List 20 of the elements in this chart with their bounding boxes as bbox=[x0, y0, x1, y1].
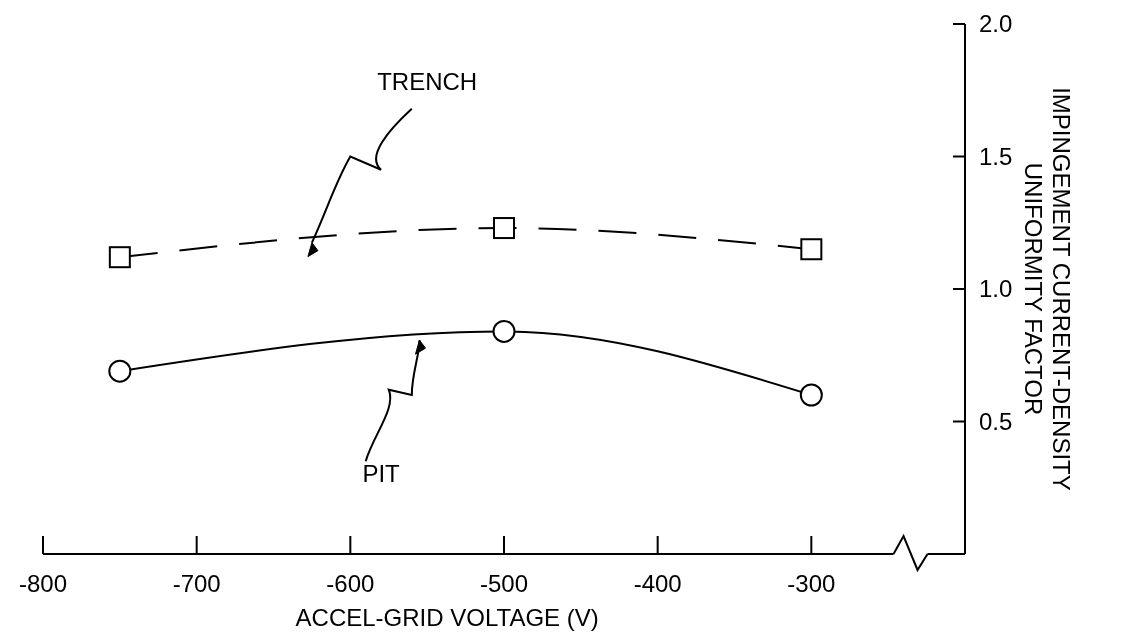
x-tick-label: -700 bbox=[172, 570, 221, 597]
x-tick-label: -600 bbox=[326, 570, 375, 597]
point bbox=[799, 383, 823, 407]
x-tick-label: -400 bbox=[633, 570, 682, 597]
x-tick-label: -800 bbox=[18, 570, 68, 597]
y-tick-label: 0.5 bbox=[979, 407, 1013, 435]
point bbox=[800, 238, 823, 261]
point bbox=[493, 217, 515, 240]
x-axis-title: ACCEL-GRID VOLTAGE (V) bbox=[295, 604, 599, 631]
x-tick-label: -300 bbox=[787, 570, 836, 597]
point bbox=[492, 319, 516, 343]
y-axis-title: IMPINGEMENT CURRENT-DENSITY UNIFORMITY FACTOR bbox=[1020, 87, 1075, 491]
x-tick-label: -500 bbox=[479, 570, 529, 597]
point bbox=[108, 246, 131, 269]
text: PIT bbox=[362, 460, 401, 488]
y-tick-label: 1.5 bbox=[979, 142, 1013, 170]
text: TRENCH bbox=[377, 68, 478, 96]
y-tick-label: 2.0 bbox=[979, 10, 1013, 37]
point bbox=[108, 359, 132, 383]
y-tick-label: 1.0 bbox=[979, 275, 1013, 302]
